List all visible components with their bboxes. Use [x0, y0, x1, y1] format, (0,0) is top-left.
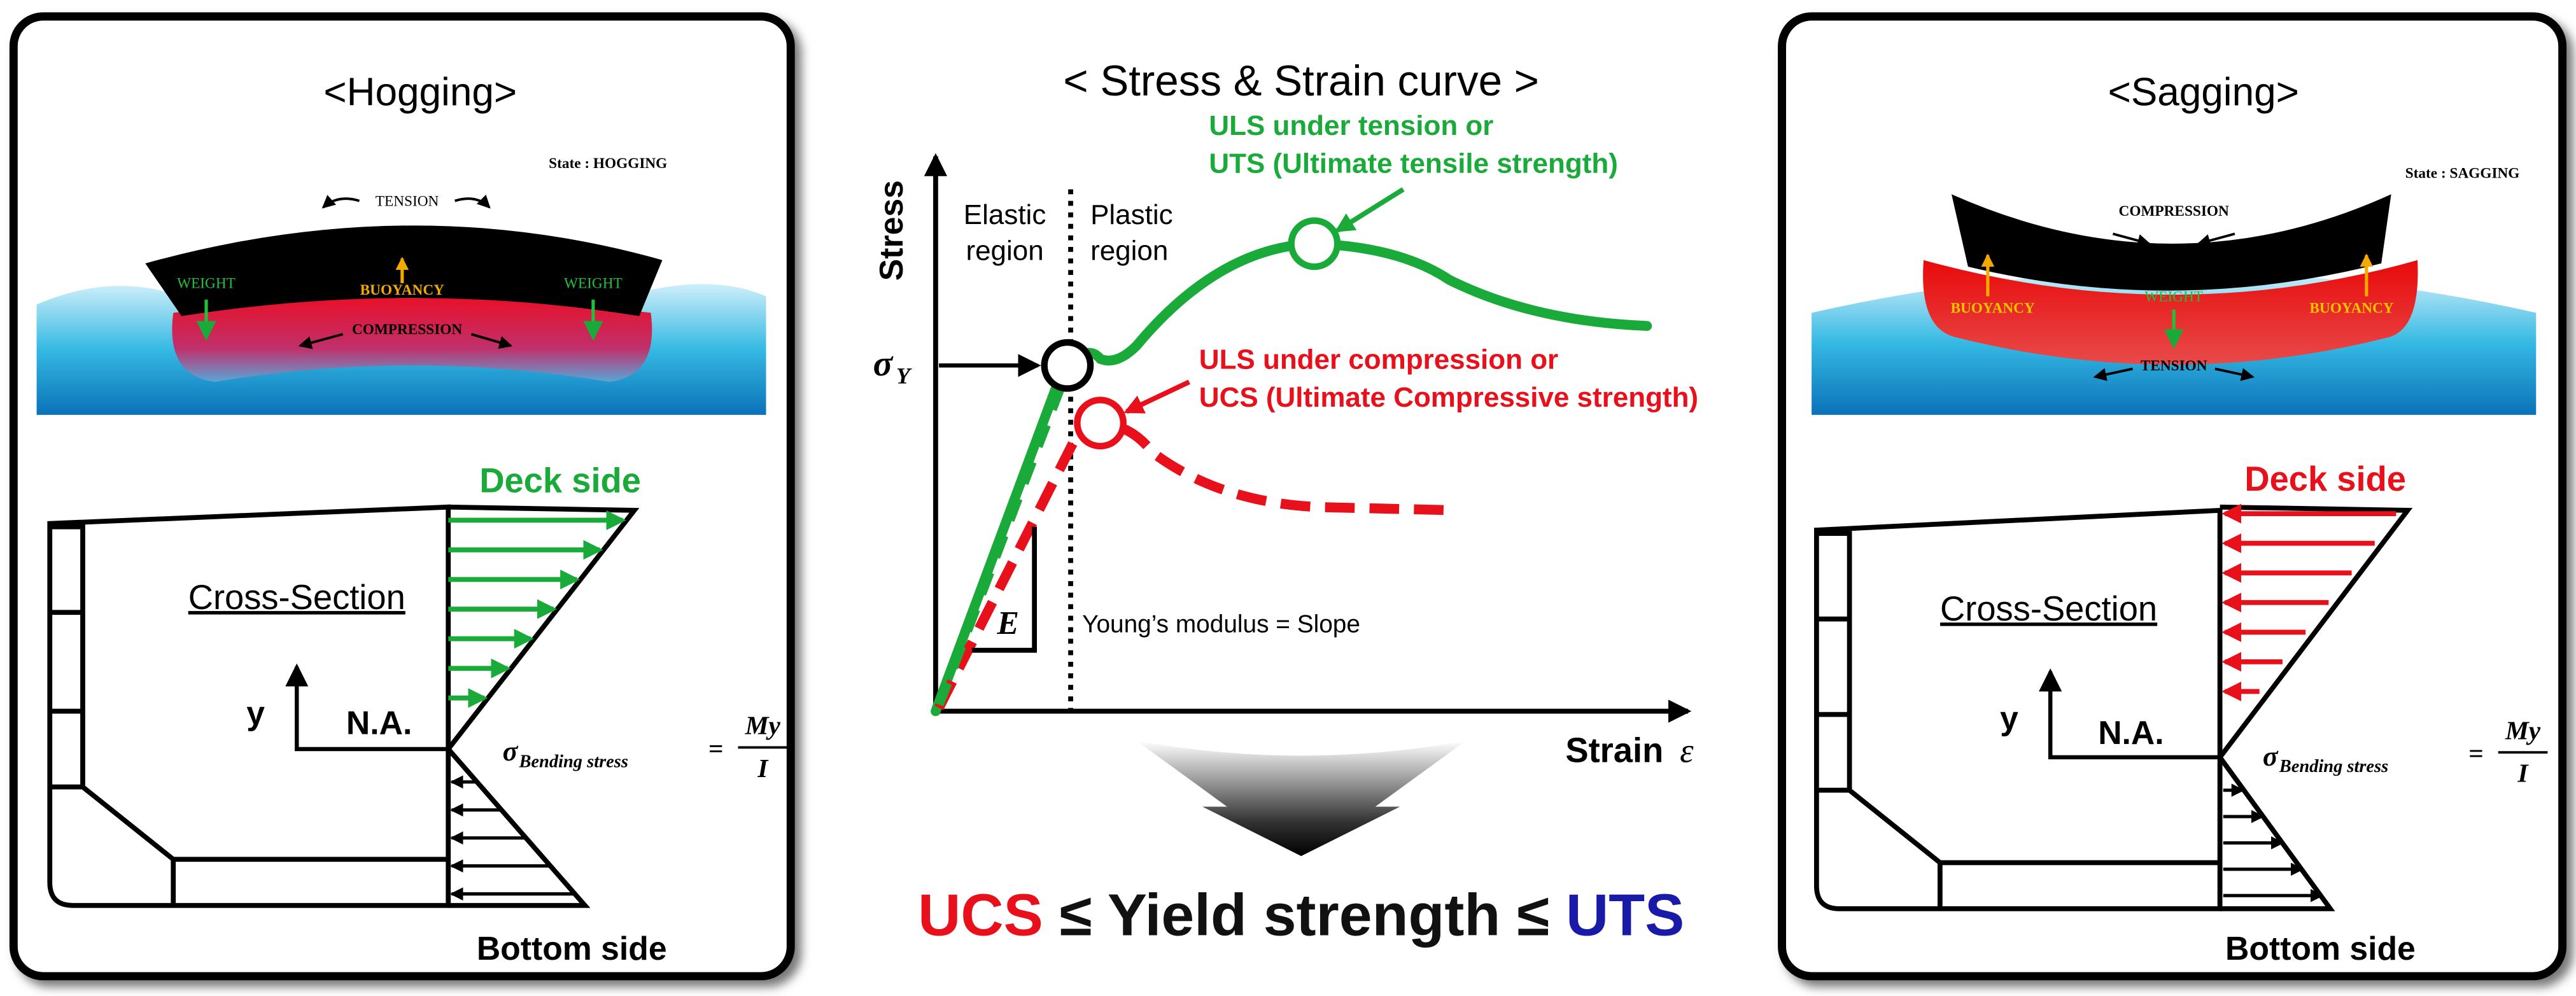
load-label: COMPRESSION [2119, 203, 2229, 220]
bottom-stress-arrows [449, 775, 577, 901]
arrow [2214, 367, 2255, 381]
load-label: TENSION [2141, 358, 2207, 374]
result-arrow [1136, 741, 1466, 857]
load-label: WEIGHT [177, 276, 236, 292]
bottom-side-label: Bottom side [2225, 930, 2416, 967]
load-label: COMPRESSION [352, 321, 462, 338]
region-label: Plastic region [1090, 199, 1173, 267]
cross-section-outline [47, 504, 451, 908]
load-label: BUOYANCY [1950, 300, 2034, 316]
hull-underwater [1923, 260, 2418, 365]
formula-subscript: Bending stress [2279, 757, 2388, 776]
cross-section-label: Cross-Section [1940, 589, 2157, 628]
formula-equals: = [2468, 739, 2484, 768]
cross-section-outline [1813, 507, 2223, 911]
uts-arrow [1334, 187, 1405, 233]
state-label: State : SAGGING [2405, 165, 2520, 181]
bottom-stress-triangle [2218, 755, 2335, 911]
na-label: N.A. [2098, 714, 2164, 751]
arrow [2112, 232, 2151, 248]
formula-denominator: I [757, 754, 769, 783]
x-axis-symbol: ε [1680, 732, 1694, 770]
panel-title: <Hogging> [323, 71, 517, 115]
ucs-point [1074, 396, 1127, 450]
arrow [298, 333, 344, 349]
deck-side-label: Deck side [479, 461, 641, 500]
yield-sigma: σ [873, 344, 894, 384]
load-label: TENSION [376, 193, 439, 209]
formula-sigma: σ [503, 736, 519, 767]
modulus-symbol: E [996, 605, 1019, 642]
region-label: Elastic region [964, 199, 1046, 267]
load-label: BUOYANCY [360, 282, 444, 298]
deck-stress-triangle [2218, 504, 2413, 759]
formula-denominator: I [2517, 759, 2530, 788]
neutral-axis [2039, 668, 2220, 760]
compression-curve [934, 419, 1458, 710]
neutral-axis [285, 663, 449, 752]
arrow [454, 194, 491, 209]
yield-subscript: Y [896, 363, 912, 389]
bottom-stress-arrows [2223, 783, 2324, 902]
deck-stress-arrows [448, 510, 626, 708]
center-title: < Stress & Strain curve > [1063, 57, 1539, 105]
ucs-arrow [1123, 379, 1190, 414]
formula: σ Bending stress = My I [2263, 715, 2548, 788]
arrow [470, 333, 513, 349]
na-label: N.A. [346, 705, 412, 741]
formula: σ Bending stress = My I [503, 711, 788, 783]
yield-point [1041, 339, 1094, 392]
y-label: y [2000, 699, 2018, 736]
deck-side-label: Deck side [2244, 459, 2406, 498]
arrow [321, 195, 360, 209]
formula-equals: = [708, 734, 724, 763]
bottom-stress-triangle [446, 747, 591, 908]
arrow [2197, 232, 2235, 248]
formula-subscript: Bending stress [518, 752, 628, 771]
state-label: State : HOGGING [549, 155, 667, 172]
y-label: y [246, 694, 265, 731]
arrow [2093, 367, 2133, 381]
panel-title: <Sagging> [2108, 71, 2299, 115]
panel-frame [9, 12, 795, 981]
modulus-note: Young’s modulus = Slope [1082, 610, 1360, 638]
load-label: WEIGHT [2144, 288, 2203, 305]
load-label: WEIGHT [564, 276, 623, 292]
deck-stress-arrows [2221, 503, 2397, 701]
load-label: BUOYANCY [2309, 300, 2393, 316]
hull-underwater [172, 298, 652, 382]
formula-sigma: σ [2263, 741, 2279, 772]
tension-curve [931, 239, 1652, 717]
x-axis-label: Strain [1565, 731, 1663, 770]
conclusion: UCS ≤ Yield strength ≤ UTS [918, 881, 1684, 948]
hull [1951, 194, 2391, 291]
elastic-line [934, 380, 1067, 706]
formula-numerator: My [745, 711, 781, 740]
slope-triangle [971, 526, 1038, 653]
formula-numerator: My [2505, 715, 2541, 745]
y-axis-label: Stress [873, 180, 910, 281]
ucs-label: ULS under compression or UCS (Ultimate Co… [1199, 344, 1698, 412]
cross-section-label: Cross-Section [188, 578, 405, 617]
uts-point [1288, 217, 1341, 270]
uts-label: ULS under tension or UTS (Ultimate tensil… [1209, 110, 1618, 179]
bottom-side-label: Bottom side [477, 930, 667, 967]
